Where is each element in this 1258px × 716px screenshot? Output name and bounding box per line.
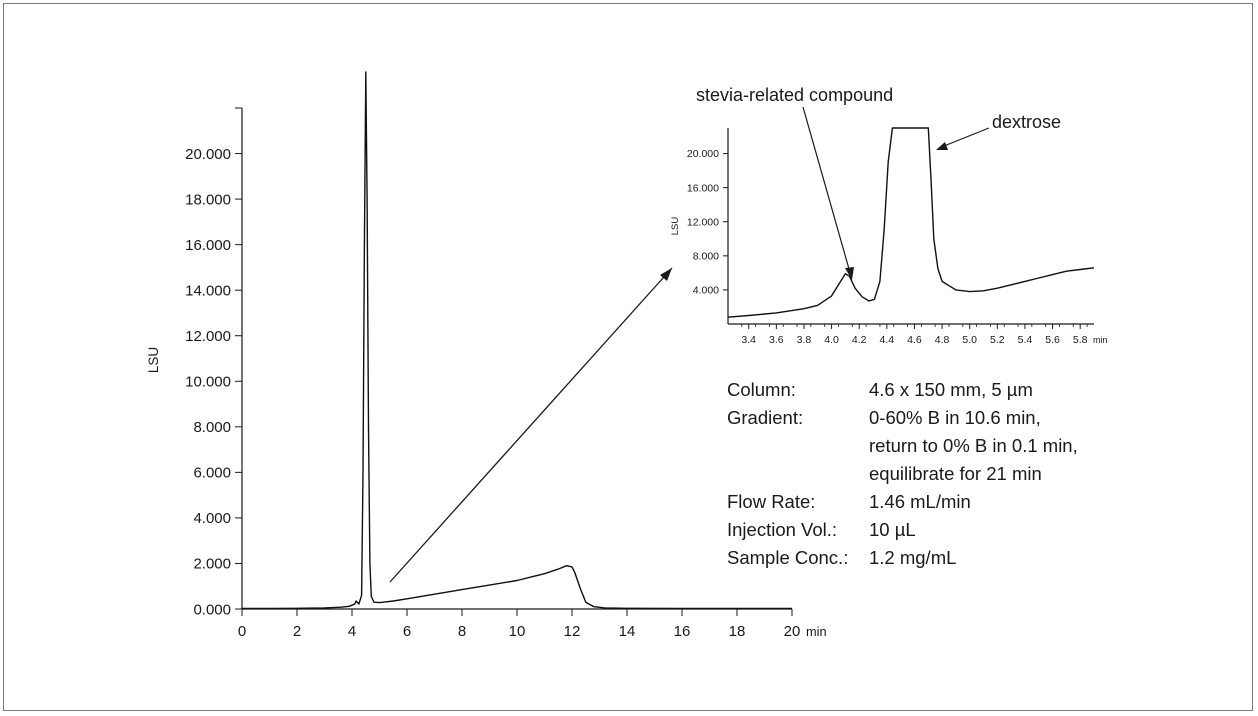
y-tick-label: 10.000	[185, 374, 231, 391]
x-tick-label: 4.2	[852, 334, 867, 346]
param-label: Column:	[727, 379, 796, 400]
x-tick-label: 14	[619, 623, 636, 640]
stevia-label: stevia-related compound	[696, 85, 893, 105]
param-values: 1.2 mg/mL	[869, 544, 956, 572]
x-unit-label: min	[806, 624, 827, 639]
y-tick-label: 6.000	[193, 465, 231, 482]
y-tick-label: 8.000	[693, 251, 719, 263]
x-tick-label: 20	[784, 623, 801, 640]
main-chromatogram: 0 2 4 6 8 10 12 14 16 18 20 min 0.000 2.000 4.000 6.000…	[146, 71, 827, 640]
chromatogram-trace	[242, 71, 792, 610]
x-tick-label: 0	[238, 623, 246, 640]
chromatogram-trace	[727, 127, 1095, 318]
dextrose-arrowhead	[936, 142, 948, 150]
param-value: 10 µL	[869, 519, 916, 540]
x-tick-label: 5.2	[990, 334, 1005, 346]
param-value: 0-60% B in 10.6 min,	[869, 407, 1041, 428]
param-row: Injection Vol.: 10 µL	[727, 516, 1147, 544]
stevia-arrowhead	[845, 267, 854, 280]
param-values: 4.6 x 150 mm, 5 µm	[869, 376, 1033, 404]
param-label: Flow Rate:	[727, 491, 816, 512]
param-value: 4.6 x 150 mm, 5 µm	[869, 379, 1033, 400]
param-label: Injection Vol.:	[727, 519, 838, 540]
y-tick-label: 0.000	[193, 601, 231, 618]
x-tick-label: 5.8	[1073, 334, 1088, 346]
y-tick-label: 12.000	[687, 216, 719, 228]
y-axis-label: LSU	[146, 347, 161, 373]
y-tick-label: 20.000	[687, 148, 719, 160]
dextrose-label: dextrose	[992, 112, 1061, 132]
y-axis-label: LSU	[670, 217, 681, 236]
y-tick-label: 20.000	[185, 146, 231, 163]
param-value: equilibrate for 21 min	[869, 463, 1042, 484]
x-tick-label: 4	[348, 623, 356, 640]
y-tick-label: 8.000	[193, 419, 231, 436]
x-tick-label: 5.6	[1045, 334, 1060, 346]
param-value: 1.2 mg/mL	[869, 547, 957, 568]
x-unit-label: min	[1093, 335, 1107, 345]
x-tick-label: 8	[458, 623, 466, 640]
y-tick-label: 4.000	[193, 510, 231, 527]
x-tick-label: 4.8	[935, 334, 950, 346]
x-tick-label: 16	[674, 623, 691, 640]
x-tick-label: 6	[403, 623, 411, 640]
x-tick-label: 3.6	[769, 334, 784, 346]
param-value: return to 0% B in 0.1 min,	[869, 435, 1078, 456]
y-tick-label: 14.000	[185, 282, 231, 299]
stevia-arrow	[802, 106, 852, 277]
y-tick-label: 12.000	[185, 328, 231, 345]
param-label: Sample Conc.:	[727, 547, 849, 568]
x-tick-label: 18	[729, 623, 746, 640]
param-values: 1.46 mL/min	[869, 488, 971, 516]
param-row: Sample Conc.: 1.2 mg/mL	[727, 544, 1147, 572]
x-tick-label: 2	[293, 623, 301, 640]
zoom-arrowhead	[660, 268, 672, 281]
x-tick-label: 3.4	[741, 334, 756, 346]
x-tick-label: 4.0	[824, 334, 839, 346]
y-tick-label: 4.000	[693, 285, 719, 297]
x-tick-label: 12	[564, 623, 581, 640]
param-values: 0-60% B in 10.6 min, return to 0% B in 0.…	[869, 404, 1078, 488]
param-label: Gradient:	[727, 407, 804, 428]
x-tick-label: 4.4	[880, 334, 895, 346]
figure-frame	[3, 3, 1253, 711]
x-tick-label: 5.4	[1018, 334, 1033, 346]
param-value: 1.46 mL/min	[869, 491, 971, 512]
y-tick-label: 16.000	[185, 237, 231, 254]
x-tick-label: 4.6	[907, 334, 922, 346]
dextrose-arrow	[938, 127, 990, 149]
param-row: Gradient: 0-60% B in 10.6 min, return to 0…	[727, 404, 1147, 488]
inset-chromatogram: 3.4 3.6 3.8 4.0 4.2 4.4 4.6 4.8 5.0 5.2 5.4 5.6 5.8 m…	[670, 127, 1107, 346]
y-tick-label: 2.000	[193, 556, 231, 573]
annotation-layer: stevia-related compound dextrose	[389, 85, 1061, 583]
zoom-arrow	[389, 267, 673, 583]
param-row: Column: 4.6 x 150 mm, 5 µm	[727, 376, 1147, 404]
param-row: Flow Rate: 1.46 mL/min	[727, 488, 1147, 516]
method-parameters: Column: 4.6 x 150 mm, 5 µm Gradient: 0-60% …	[727, 376, 1147, 572]
y-tick-label: 16.000	[687, 182, 719, 194]
x-tick-label: 5.0	[962, 334, 977, 346]
x-tick-label: 10	[509, 623, 526, 640]
y-tick-label: 18.000	[185, 191, 231, 208]
param-values: 10 µL	[869, 516, 916, 544]
x-tick-label: 3.8	[797, 334, 812, 346]
